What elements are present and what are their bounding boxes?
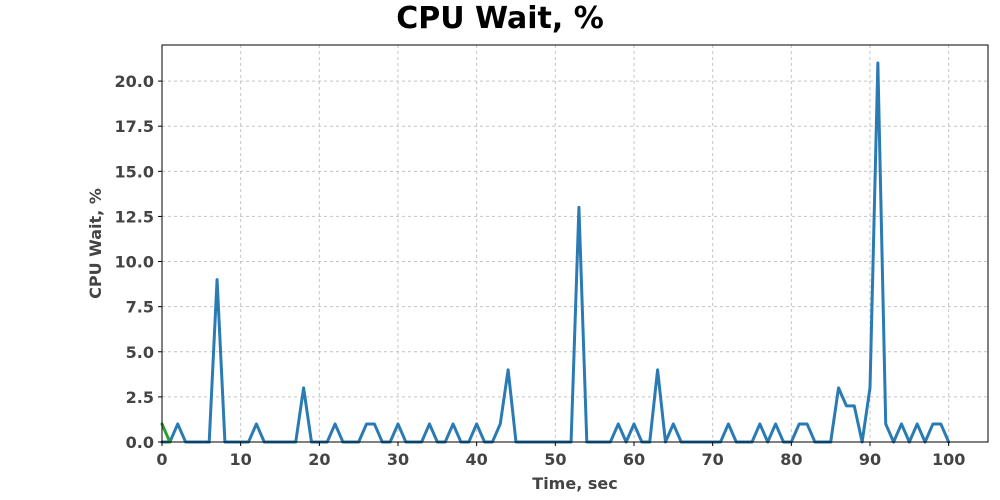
x-tick-label: 70 <box>702 450 724 469</box>
x-tick-label: 0 <box>156 450 167 469</box>
y-tick-label: 10.0 <box>115 253 154 272</box>
x-tick-label: 80 <box>780 450 802 469</box>
y-tick-label: 2.5 <box>126 388 154 407</box>
x-tick-label: 100 <box>932 450 965 469</box>
x-tick-label: 20 <box>308 450 330 469</box>
y-tick-label: 17.5 <box>115 117 154 136</box>
x-axis-ticks: 0 10 20 30 40 50 60 70 80 90 100 <box>156 442 965 469</box>
y-tick-label: 12.5 <box>115 207 154 226</box>
chart-title: CPU Wait, % <box>396 1 604 36</box>
x-tick-label: 90 <box>859 450 881 469</box>
grid <box>161 45 988 443</box>
y-axis-label: CPU Wait, % <box>86 188 105 299</box>
x-tick-label: 10 <box>230 450 252 469</box>
y-tick-label: 7.5 <box>126 298 154 317</box>
y-axis-ticks: 0.0 2.5 5.0 7.5 10.0 12.5 15.0 17.5 20.0 <box>115 72 162 452</box>
x-tick-label: 30 <box>387 450 409 469</box>
x-tick-label: 60 <box>623 450 645 469</box>
series-line-2 <box>160 422 172 444</box>
plot-frame <box>161 44 989 443</box>
y-tick-label: 20.0 <box>115 72 154 91</box>
x-tick-label: 40 <box>466 450 488 469</box>
y-tick-label: 0.0 <box>126 433 154 452</box>
x-tick-label: 50 <box>544 450 566 469</box>
x-axis-label: Time, sec <box>532 474 617 493</box>
y-tick-label: 15.0 <box>115 162 154 181</box>
y-tick-label: 5.0 <box>126 343 154 362</box>
